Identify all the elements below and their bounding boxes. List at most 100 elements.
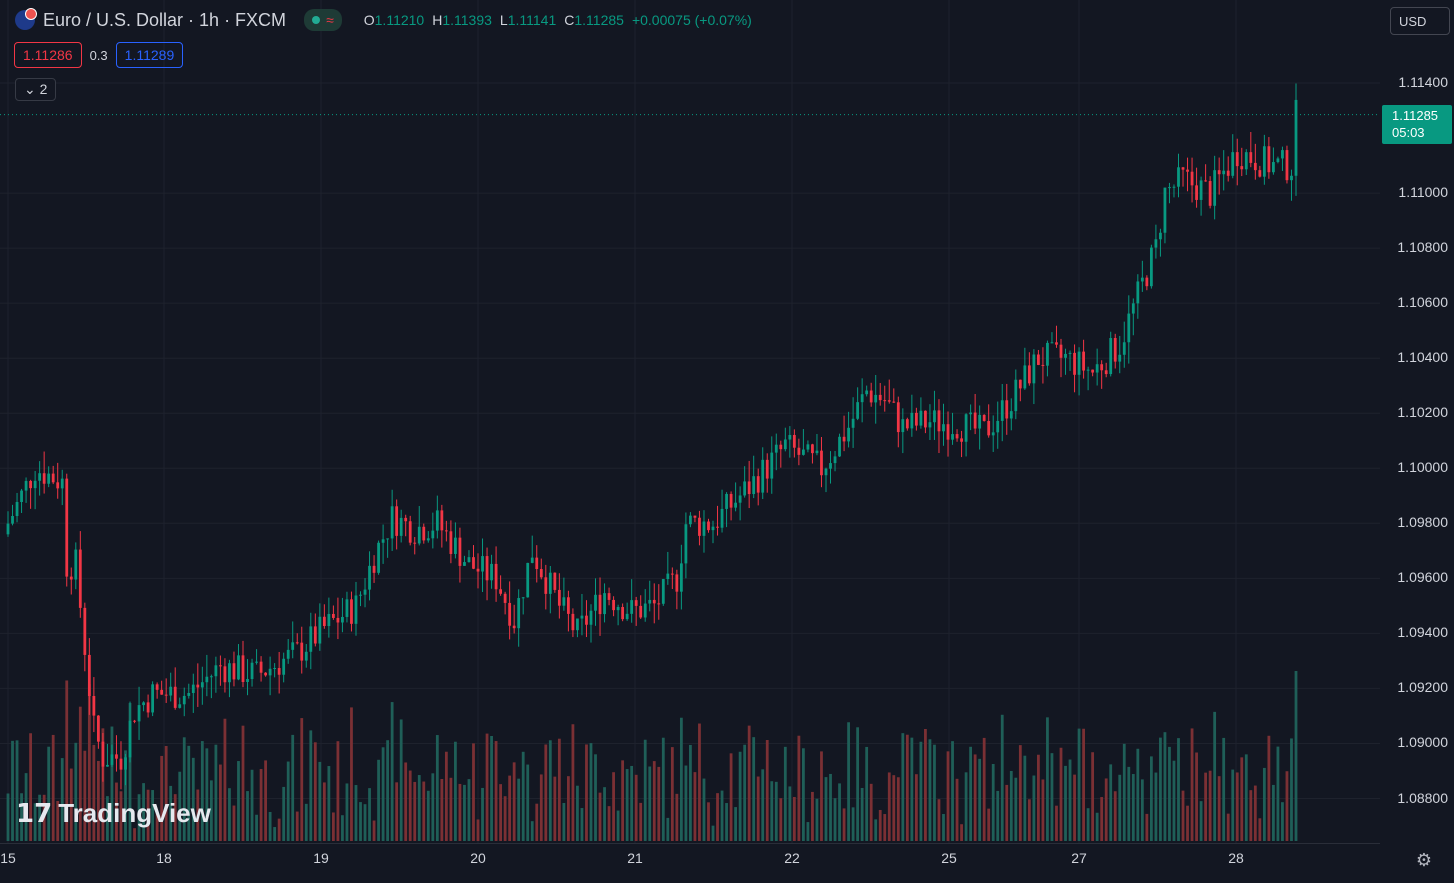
volume-bar bbox=[729, 753, 733, 841]
volume-bar bbox=[1262, 767, 1266, 841]
candle bbox=[431, 530, 435, 539]
candle bbox=[205, 676, 209, 683]
volume-bar bbox=[1027, 799, 1031, 841]
candle bbox=[1267, 146, 1271, 173]
volume-bar bbox=[743, 744, 747, 841]
volume-bar bbox=[630, 765, 634, 841]
chart-header: Euro / U.S. Dollar · 1h · FXCM ≈ O1.1121… bbox=[15, 8, 752, 31]
x-axis-tick: 15 bbox=[0, 850, 16, 866]
volume-bar bbox=[643, 739, 647, 841]
market-status-badge[interactable]: ≈ bbox=[304, 9, 342, 31]
candle bbox=[47, 473, 51, 484]
candle bbox=[1064, 353, 1067, 358]
volume-bar bbox=[372, 820, 376, 841]
volume-bar bbox=[788, 786, 792, 841]
candle bbox=[1059, 344, 1063, 358]
candle bbox=[318, 616, 322, 644]
volume-bar bbox=[1253, 785, 1257, 841]
candle bbox=[1095, 364, 1099, 373]
candle bbox=[1226, 170, 1230, 176]
candle bbox=[503, 593, 507, 603]
volume-bar bbox=[960, 824, 963, 841]
volume-bar bbox=[566, 776, 570, 841]
candle bbox=[643, 603, 647, 618]
y-axis-tick: 1.08800 bbox=[1397, 789, 1448, 806]
volume-bar bbox=[887, 772, 891, 841]
candle bbox=[1091, 369, 1095, 373]
volume-bar bbox=[444, 751, 448, 841]
candle bbox=[693, 515, 697, 518]
currency-button[interactable]: USD bbox=[1390, 7, 1450, 35]
volume-bar bbox=[978, 758, 982, 841]
volume-bar bbox=[1113, 791, 1117, 841]
candle bbox=[978, 414, 982, 429]
candle bbox=[1014, 379, 1018, 412]
x-axis-tick: 25 bbox=[941, 850, 957, 866]
quote-panel: 1.11286 0.3 1.11289 bbox=[14, 42, 184, 68]
volume-bar bbox=[133, 828, 136, 841]
candle bbox=[544, 577, 548, 594]
volume-bar bbox=[738, 751, 742, 841]
candle bbox=[937, 410, 941, 432]
candle bbox=[969, 412, 973, 415]
symbol-title[interactable]: Euro / U.S. Dollar · 1h · FXCM bbox=[43, 9, 287, 30]
candle bbox=[779, 444, 783, 450]
volume-bar bbox=[1055, 805, 1058, 841]
candle bbox=[1009, 411, 1013, 419]
volume-bar bbox=[395, 782, 399, 841]
candle bbox=[331, 613, 335, 618]
price-chart[interactable] bbox=[0, 0, 1380, 843]
volume-bar bbox=[431, 773, 435, 841]
chart-area[interactable] bbox=[0, 0, 1380, 843]
candle bbox=[1231, 152, 1235, 176]
volume-bar bbox=[684, 765, 688, 841]
indicators-toggle[interactable]: ⌄ 2 bbox=[15, 78, 57, 101]
volume-bar bbox=[896, 777, 900, 841]
volume-bar bbox=[187, 745, 191, 841]
candle bbox=[241, 655, 245, 683]
volume-bar bbox=[1258, 818, 1262, 841]
sell-button[interactable]: 1.11286 bbox=[14, 42, 82, 68]
candle bbox=[851, 418, 855, 428]
candle bbox=[246, 679, 249, 683]
volume-bar bbox=[1077, 728, 1081, 841]
volume-bar bbox=[689, 744, 692, 841]
candle bbox=[363, 589, 367, 595]
candle bbox=[399, 517, 403, 536]
candle bbox=[78, 549, 82, 608]
volume-bar bbox=[1294, 671, 1298, 841]
candle bbox=[720, 508, 724, 528]
candle bbox=[1113, 338, 1117, 362]
candle bbox=[508, 602, 512, 626]
candle bbox=[313, 626, 317, 644]
candle bbox=[1168, 187, 1171, 189]
y-axis-tick: 1.10400 bbox=[1397, 349, 1448, 366]
market-open-dot-icon bbox=[312, 16, 321, 24]
buy-button[interactable]: 1.11289 bbox=[115, 42, 184, 68]
candle bbox=[892, 401, 896, 403]
candle bbox=[960, 438, 963, 442]
volume-bar bbox=[539, 774, 543, 841]
settings-gear-icon[interactable]: ⚙ bbox=[1415, 850, 1432, 870]
volume-bar bbox=[1100, 797, 1104, 841]
y-axis-tick: 1.10600 bbox=[1397, 294, 1448, 311]
volume-bar bbox=[955, 778, 959, 841]
candle bbox=[1118, 354, 1122, 362]
volume-bar bbox=[526, 764, 530, 841]
volume-bar bbox=[634, 774, 638, 841]
candle bbox=[625, 613, 629, 620]
volume-bar bbox=[209, 780, 213, 841]
volume-bar bbox=[905, 734, 909, 841]
volume-bar bbox=[426, 790, 430, 841]
candle bbox=[83, 607, 87, 655]
volume-bar bbox=[1095, 812, 1099, 841]
candle bbox=[982, 414, 986, 421]
candle bbox=[539, 569, 543, 578]
candle bbox=[924, 410, 927, 428]
candle bbox=[743, 481, 747, 496]
volume-bar bbox=[770, 781, 774, 841]
volume-bar bbox=[205, 748, 209, 841]
candle bbox=[1244, 152, 1248, 170]
volume-bar bbox=[815, 798, 819, 841]
candle bbox=[1172, 186, 1176, 188]
